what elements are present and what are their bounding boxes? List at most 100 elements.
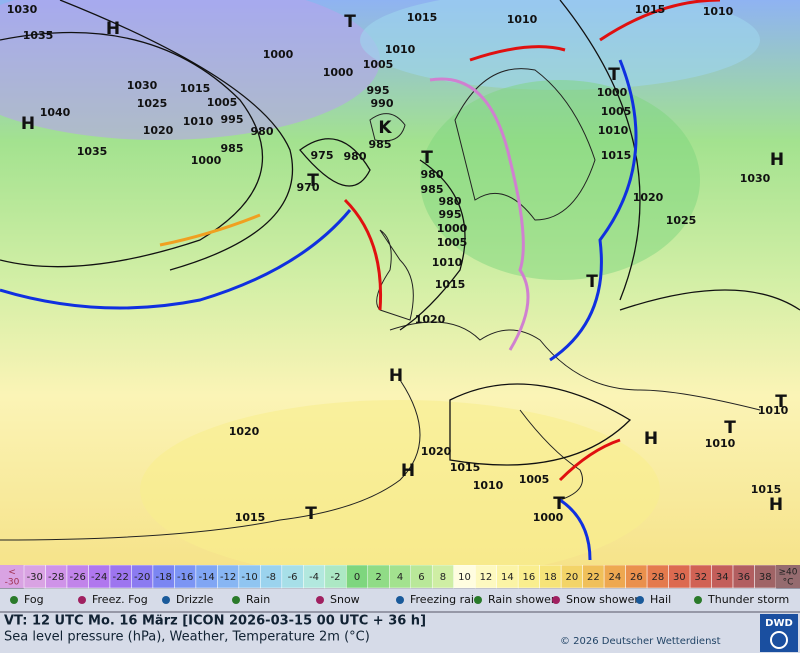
isobar-label: 1030	[7, 3, 38, 16]
pressure-center: T	[775, 392, 787, 412]
pressure-center: H	[21, 114, 35, 134]
isobar-label: 1000	[533, 511, 564, 524]
isobar-label: 1005	[437, 236, 468, 249]
isobar-label: 1000	[323, 66, 354, 79]
mild-area	[420, 80, 700, 280]
isobar-label: 1000	[597, 86, 628, 99]
isobar-label: 1020	[421, 445, 452, 458]
legend-symbol	[474, 596, 482, 604]
scale-label: 32	[694, 572, 707, 583]
isobar-label: 1020	[415, 313, 446, 326]
pressure-center: H	[389, 366, 403, 386]
cold-area	[0, 0, 380, 140]
scale-label: -24	[91, 572, 107, 583]
isobar-label: 1015	[601, 149, 632, 162]
occluded-front	[429, 77, 530, 351]
scale-low: <	[8, 568, 16, 578]
isobar-label: 990	[371, 97, 394, 110]
isobar-label: 1000	[437, 222, 468, 235]
scale-label: 2	[375, 572, 381, 583]
scale-label: -10	[241, 572, 257, 583]
isobar-label: 980	[439, 195, 462, 208]
isobar-label: 1010	[432, 256, 463, 269]
scale-label: 8	[440, 572, 446, 583]
trough	[159, 213, 261, 247]
scale-label: -28	[48, 572, 64, 583]
legend-label: Freezing rain	[410, 593, 481, 606]
isobar-label: 1010	[598, 124, 629, 137]
scale-high: ≥40	[779, 568, 798, 578]
isobar-label: 1015	[435, 278, 466, 291]
legend-symbol	[694, 596, 702, 604]
scale-cell	[776, 565, 800, 588]
valid-time: VT: 12 UTC Mo. 16 März [ICON 2026-03-15 …	[4, 614, 426, 629]
isobar-label: 1025	[666, 214, 697, 227]
pressure-center: T	[305, 504, 317, 524]
scale-label: 14	[501, 572, 514, 583]
subtitle: Sea level pressure (hPa), Weather, Tempe…	[4, 630, 370, 645]
pressure-center: H	[769, 495, 783, 515]
scale-cell	[0, 565, 24, 588]
scale-unit: °C	[783, 578, 794, 588]
isobar-label: 1015	[180, 82, 211, 95]
legend-label: Thunder storm	[707, 593, 789, 606]
scale-label: 30	[673, 572, 686, 583]
isobar-label: 1015	[751, 483, 782, 496]
scale-label: -30	[27, 572, 43, 583]
isobar-label: 995	[439, 208, 462, 221]
isobar-label: 970	[297, 181, 320, 194]
pressure-center: H	[106, 19, 120, 39]
pressure-center: T	[724, 418, 736, 438]
pressure-center: H	[401, 461, 415, 481]
scale-label: 16	[523, 572, 536, 583]
map: 1030103510401035103010251020101510101005…	[0, 0, 800, 565]
scale-label: -22	[113, 572, 129, 583]
cold-area	[360, 0, 760, 90]
isobar-label: 1005	[363, 58, 394, 71]
scale-label: 22	[587, 572, 600, 583]
isobar-label: 1015	[450, 461, 481, 474]
cold-front	[549, 59, 638, 561]
logo-mark	[770, 631, 788, 649]
scale-label: -18	[155, 572, 171, 583]
legend-symbol	[636, 596, 644, 604]
pressure-center: T	[608, 65, 620, 85]
isobar-label: 980	[421, 168, 444, 181]
scale-label: 12	[480, 572, 493, 583]
scale-label: 34	[716, 572, 729, 583]
isobar-label: 980	[344, 150, 367, 163]
isobar-label: 1010	[758, 404, 789, 417]
isobar-label: 1010	[705, 437, 736, 450]
legend-symbol	[10, 596, 18, 604]
legend-symbol	[316, 596, 324, 604]
scale-label: 38	[759, 572, 772, 583]
isobar-label: 1030	[740, 172, 771, 185]
scale-label: 4	[397, 572, 403, 583]
isobar-label: 995	[367, 84, 390, 97]
isobar-label: 1010	[703, 5, 734, 18]
isobar-label: 1020	[633, 191, 664, 204]
scale-label: -16	[177, 572, 193, 583]
scale-label: -6	[288, 572, 298, 583]
isobar-label: 1015	[407, 11, 438, 24]
pressure-center: H	[770, 150, 784, 170]
isobar-label: 1030	[127, 79, 158, 92]
legend-label: Rain shower	[488, 593, 556, 606]
legend-label: Fog	[24, 593, 44, 606]
legend-label: Drizzle	[176, 593, 214, 606]
pressure-center: T	[344, 12, 356, 32]
legend-area: VT: 12 UTC Mo. 16 März [ICON 2026-03-15 …	[0, 565, 800, 653]
scale-label: 36	[737, 572, 750, 583]
scale-label: -8	[266, 572, 276, 583]
isobar-label: 1010	[385, 43, 416, 56]
scale-label: -20	[134, 572, 150, 583]
legend-label: Snow shower	[566, 593, 639, 606]
scale-label: 18	[544, 572, 557, 583]
scale-label: 10	[458, 572, 471, 583]
isobar-label: 1025	[137, 97, 168, 110]
scale-label: 28	[651, 572, 664, 583]
isobar-label: 1005	[519, 473, 550, 486]
isobar-label: 995	[221, 113, 244, 126]
isobar-label: 1020	[229, 425, 260, 438]
isobar-label: 1040	[40, 106, 71, 119]
